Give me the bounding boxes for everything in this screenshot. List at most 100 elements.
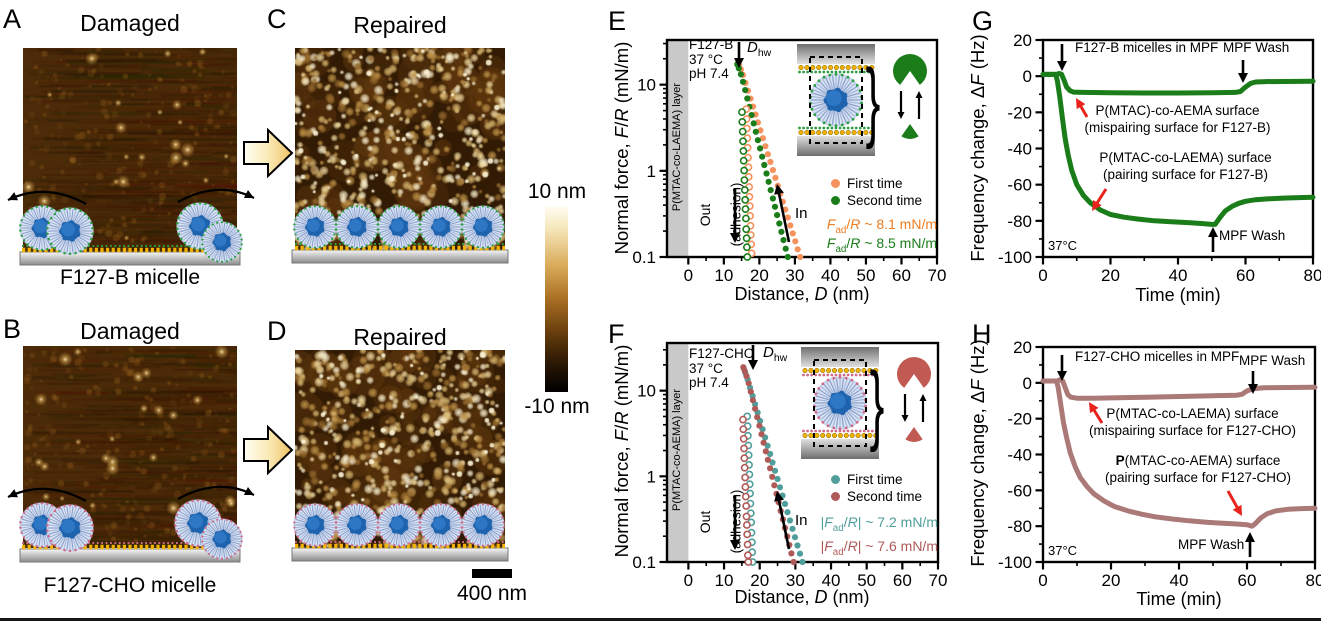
panel-f-letter: F — [608, 319, 625, 349]
panel-h-letter: H — [972, 319, 992, 349]
svg-text:}: } — [870, 354, 885, 453]
panel-h-qcm-chart: 0 20 40 60 80 20 0 -20 -40 -60 -80 -100 H Frequency… — [965, 315, 1321, 628]
f-legend-second: Second time — [831, 489, 922, 504]
svg-text:30: 30 — [786, 571, 805, 590]
svg-text:20: 20 — [1102, 571, 1121, 590]
svg-text:20: 20 — [750, 571, 769, 590]
panel-f-force-chart: 0 10 20 30 40 50 60 70 0.1 1 10} F Normal force, F… — [605, 315, 965, 628]
svg-text:-40: -40 — [1007, 446, 1032, 465]
svg-text:20: 20 — [750, 266, 769, 285]
g-wash-bottom-label: MPF Wash — [1219, 228, 1286, 243]
repair-arrow-icon — [243, 127, 294, 179]
f-x-axis-label: Distance, D (nm) — [734, 587, 870, 607]
f-in-label: In — [795, 512, 808, 529]
panel-a-caption: F127-B micelle — [59, 266, 201, 289]
svg-text:50: 50 — [857, 571, 876, 590]
micelle-row-f127cho — [291, 503, 509, 562]
h-wash-top-label: MPF Wash — [1239, 353, 1306, 368]
legend-label-second: Second time — [847, 489, 923, 504]
svg-text:40: 40 — [1169, 266, 1188, 285]
force-distance-plot-f127cho: 0 10 20 30 40 50 60 70 0.1 1 10} — [632, 341, 947, 590]
legend-dot-first — [831, 179, 840, 188]
h-mispairing-line1: P(MTAC-co-LAEMA) surface — [1106, 406, 1279, 421]
svg-text:60: 60 — [1236, 266, 1255, 285]
h-pairing-line2: (pairing surface for F127-CHO) — [1104, 469, 1292, 485]
svg-text:}: } — [866, 51, 881, 150]
svg-text:20: 20 — [1013, 338, 1032, 357]
legend-dot-second — [831, 196, 840, 205]
svg-text:1: 1 — [647, 162, 656, 181]
h-pairing-line1: P(MTAC-co-AEMA) surface — [1115, 453, 1281, 468]
svg-text:70: 70 — [928, 266, 947, 285]
svg-text:80: 80 — [1304, 266, 1321, 285]
e-legend-second: Second time — [831, 193, 922, 208]
h-temperature-label: 37°C — [1048, 543, 1078, 558]
panel-a-letter: A — [3, 4, 22, 34]
colorbar-min-label: -10 nm — [524, 395, 590, 418]
e-x-axis-label: Distance, D (nm) — [734, 284, 870, 304]
svg-text:0: 0 — [1038, 571, 1047, 590]
h-x-axis-label: Time (min) — [1136, 589, 1222, 609]
f-dhw-label: Dhw — [763, 344, 788, 365]
svg-text:10: 10 — [637, 382, 656, 401]
g-mispairing-line2: (mispairing surface for F127-B) — [1084, 119, 1271, 135]
g-wash-top-label: MPF Wash — [1223, 40, 1290, 55]
panel-c-title: Repaired — [353, 12, 447, 38]
panel-e-force-chart: 0 10 20 30 40 50 60 70 0.1 1 10} E Normal force, F… — [605, 0, 965, 315]
svg-text:60: 60 — [892, 266, 911, 285]
panel-g-qcm-chart: 0 20 40 60 80 20 0 -20 -40 -60 -80 -100 G Frequency… — [965, 0, 1321, 315]
f-legend-first: First time — [831, 472, 903, 487]
svg-text:-20: -20 — [1007, 103, 1032, 122]
svg-text:80: 80 — [1306, 571, 1321, 590]
svg-text:0.1: 0.1 — [632, 553, 656, 572]
svg-text:60: 60 — [1238, 571, 1257, 590]
h-mispairing-line2: (mispairing surface for F127-CHO) — [1088, 422, 1297, 438]
e-adhesion-value-first: Fad/R ~ 8.1 mN/m — [826, 216, 937, 236]
f-y-axis-label: Normal force, F/R (mN/m) — [611, 344, 632, 558]
panel-a-title: Damaged — [80, 10, 180, 36]
svg-text:0: 0 — [1023, 374, 1032, 393]
svg-text:10: 10 — [715, 571, 734, 590]
g-temperature-label: 37°C — [1048, 238, 1078, 253]
svg-text:-80: -80 — [1007, 212, 1032, 231]
panel-b-caption: F127-CHO micelle — [43, 574, 217, 597]
scale-bar-label: 400 nm — [456, 582, 528, 605]
e-legend-first: First time — [831, 176, 903, 191]
height-colorbar — [545, 206, 568, 392]
g-pairing-label: P(MTAC-co-LAEMA) surface (pairing surfac… — [1083, 150, 1288, 183]
h-pairing-label: P(MTAC-co-AEMA) surface (pairing surface… — [1093, 453, 1303, 486]
g-y-axis-label: Frequency change, ΔF (Hz) — [967, 34, 988, 262]
svg-text:-20: -20 — [1007, 410, 1032, 429]
f-out-label: Out — [697, 510, 713, 534]
colorbar-max-label: 10 nm — [527, 180, 587, 203]
svg-text:40: 40 — [821, 266, 840, 285]
svg-text:-60: -60 — [1007, 481, 1032, 500]
svg-text:-100: -100 — [998, 553, 1032, 572]
svg-text:0: 0 — [684, 266, 693, 285]
f-adhesion-value-second: |Fad/R| ~ 7.6 mN/m — [820, 538, 938, 558]
e-adhesion-value-second: Fad/R ~ 8.5 mN/m — [826, 235, 937, 255]
h-mispairing-label: P(MTAC-co-LAEMA) surface (mispairing sur… — [1085, 406, 1300, 439]
panel-d-letter: D — [267, 316, 287, 346]
svg-text:-100: -100 — [998, 248, 1032, 267]
micelle-illustration-f127cho — [7, 485, 255, 563]
g-mispairing-line1: P(MTAC)-co-AEMA surface — [1095, 103, 1260, 118]
f-out-sub-label: (adhesion) — [728, 489, 744, 554]
e-in-label: In — [795, 205, 808, 222]
legend-dot-second — [831, 492, 840, 501]
legend-label-first: First time — [847, 176, 903, 191]
e-y-axis-label: Normal force, F/R (mN/m) — [611, 41, 632, 255]
force-distance-plot-f127b: 0 10 20 30 40 50 60 70 0.1 1 10} — [632, 38, 947, 285]
e-band-label: P(MTAC-co-LAEMA) layer — [671, 82, 683, 212]
g-pairing-line1: P(MTAC-co-LAEMA) surface — [1099, 150, 1272, 165]
svg-text:0.1: 0.1 — [632, 248, 656, 267]
h-y-axis-label: Frequency change, ΔF (Hz) — [967, 339, 988, 567]
e-condition-sample: F127-B — [689, 37, 734, 52]
g-injection-label: F127-B micelles in MPF — [1075, 40, 1219, 55]
legend-label-first: First time — [847, 472, 903, 487]
panel-d-title: Repaired — [353, 324, 447, 350]
g-mispairing-label: P(MTAC)-co-AEMA surface (mispairing surf… — [1075, 103, 1280, 136]
e-dhw-label: Dhw — [747, 39, 772, 60]
svg-text:30: 30 — [785, 266, 804, 285]
